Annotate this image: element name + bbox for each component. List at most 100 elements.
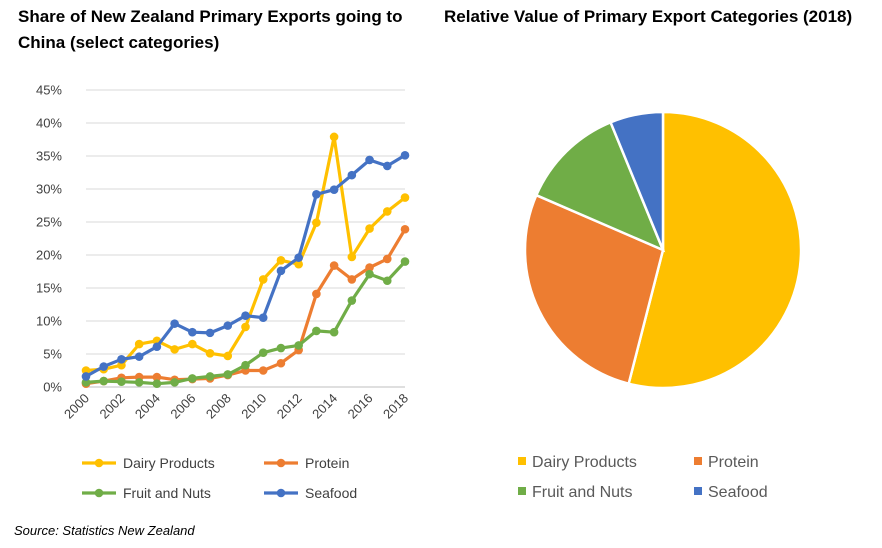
- data-point: [117, 354, 126, 364]
- data-point: [365, 224, 374, 233]
- x-tick-label: 2016: [345, 391, 376, 422]
- data-point: [223, 351, 233, 361]
- data-point: [382, 276, 392, 286]
- pie-slice-0: [627, 110, 803, 390]
- y-tick-label: 35%: [36, 149, 62, 164]
- data-point: [329, 327, 339, 337]
- data-point: [241, 311, 250, 321]
- legend-label: Dairy Products: [123, 455, 215, 471]
- data-point: [347, 275, 357, 284]
- y-tick-label: 20%: [36, 248, 62, 263]
- data-point: [258, 275, 268, 284]
- series-line-3: [84, 153, 407, 378]
- data-point: [188, 327, 197, 337]
- pie-legend-swatch: [518, 457, 526, 465]
- data-point: [382, 161, 392, 171]
- pie-chart-title: Relative Value of Primary Export Categor…: [444, 7, 853, 26]
- pie-legend-label: Seafood: [708, 484, 768, 501]
- y-tick-label: 45%: [36, 83, 62, 98]
- pie-slice-1: [523, 193, 665, 386]
- x-tick-label: 2014: [309, 391, 340, 422]
- x-tick-label: 2012: [274, 391, 305, 422]
- data-point: [117, 377, 126, 387]
- pie-legend-swatch: [694, 487, 702, 495]
- data-point: [347, 296, 357, 305]
- legend-swatch-marker: [276, 488, 286, 498]
- data-point: [152, 372, 162, 382]
- data-point: [205, 349, 215, 358]
- x-tick-label: 2008: [203, 391, 234, 422]
- data-point: [276, 266, 286, 276]
- y-tick-label: 0%: [43, 380, 62, 395]
- data-point: [329, 261, 339, 270]
- data-point: [81, 366, 91, 375]
- x-tick-label: 2002: [97, 391, 128, 422]
- y-tick-label: 40%: [36, 116, 62, 131]
- line-chart: 0% 5% 10% 15% 20% 25% 30% 35% 40% 45% 2000 2002 2004…: [36, 83, 411, 502]
- y-tick-label: 10%: [36, 314, 62, 329]
- pie-chart: Dairy Products Protein Fruit and Nuts Seafo…: [518, 110, 803, 501]
- x-tick-label: 2000: [61, 391, 92, 422]
- data-point: [223, 370, 233, 379]
- pie-legend-label: Dairy Products: [532, 454, 637, 471]
- data-point: [400, 257, 410, 266]
- data-point: [382, 254, 392, 264]
- legend-label: Fruit and Nuts: [123, 485, 211, 501]
- pie-slice-3: [608, 110, 665, 251]
- data-point: [312, 218, 321, 227]
- x-tick-label: 2006: [167, 391, 198, 422]
- data-point: [329, 132, 339, 142]
- data-point: [99, 362, 109, 371]
- legend-swatch-marker: [94, 458, 104, 468]
- legend-swatch-marker: [94, 488, 104, 498]
- data-point: [294, 341, 303, 350]
- data-point: [347, 252, 357, 262]
- data-point: [117, 360, 126, 370]
- data-point: [205, 372, 215, 381]
- data-point: [81, 372, 91, 381]
- data-point: [312, 326, 321, 336]
- pie-legend-swatch: [694, 457, 702, 465]
- data-point: [134, 378, 144, 387]
- data-point: [152, 342, 162, 352]
- data-point: [258, 366, 268, 375]
- legend-label: Seafood: [305, 485, 357, 501]
- data-point: [276, 343, 286, 353]
- data-point: [276, 358, 286, 368]
- x-tick-label: 2010: [238, 391, 269, 422]
- source-note: Source: Statistics New Zealand: [14, 523, 195, 538]
- data-point: [188, 374, 197, 383]
- data-point: [134, 339, 144, 349]
- y-tick-label: 15%: [36, 281, 62, 296]
- y-tick-label: 30%: [36, 182, 62, 197]
- data-point: [294, 253, 303, 262]
- data-point: [152, 379, 162, 389]
- data-point: [170, 378, 179, 387]
- x-tick-label: 2004: [132, 391, 163, 422]
- data-point: [294, 259, 303, 269]
- data-point: [276, 255, 286, 265]
- data-point: [365, 155, 374, 165]
- data-point: [223, 321, 233, 330]
- data-point: [312, 189, 321, 199]
- x-tick-label: 2018: [380, 391, 411, 422]
- data-point: [205, 328, 215, 338]
- data-point: [99, 376, 109, 386]
- series-line-1: [84, 227, 407, 386]
- legend-label: Protein: [305, 455, 349, 471]
- data-point: [241, 360, 250, 370]
- data-point: [258, 348, 268, 357]
- data-point: [241, 322, 250, 332]
- data-point: [188, 339, 197, 349]
- data-point: [134, 352, 144, 361]
- data-point: [329, 185, 339, 194]
- pie-slice-2: [534, 120, 666, 253]
- data-point: [347, 170, 357, 180]
- pie-legend-label: Protein: [708, 454, 759, 471]
- data-point: [312, 289, 321, 299]
- legend-swatch-marker: [276, 458, 286, 468]
- data-point: [365, 263, 374, 272]
- y-tick-label: 5%: [43, 347, 62, 362]
- pie-legend-swatch: [518, 487, 526, 495]
- data-point: [400, 224, 410, 234]
